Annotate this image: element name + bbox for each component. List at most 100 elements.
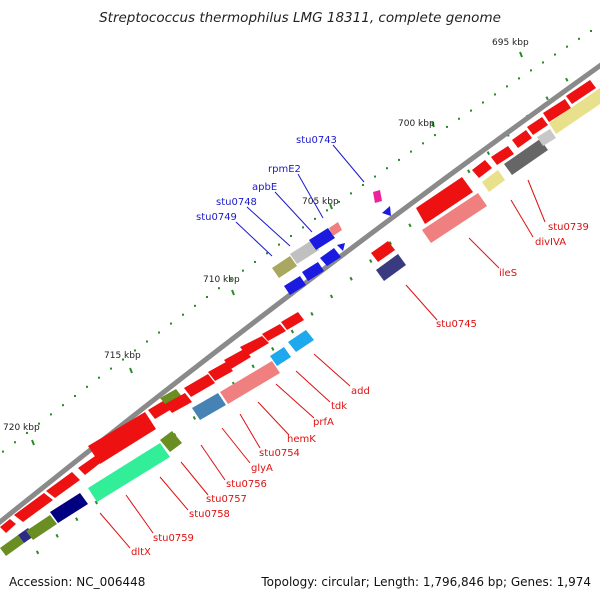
ring-dot <box>206 295 208 298</box>
minor-tick <box>94 500 98 505</box>
gene-feature[interactable] <box>88 412 156 464</box>
gene-label-stu0757[interactable]: stu0757 <box>206 494 247 505</box>
major-tick <box>519 51 523 58</box>
tick-labels: 695 kbp 700 kbp 705 kbp 710 kbp 715 kbp … <box>3 38 529 433</box>
gene-label-divIVA[interactable]: divIVA <box>535 237 566 248</box>
gene-feature[interactable] <box>382 206 391 216</box>
leader-line <box>468 237 500 269</box>
gene-label-glyA[interactable]: glyA <box>251 463 273 474</box>
gene-feature[interactable] <box>220 361 280 404</box>
ring-dot <box>50 413 52 416</box>
gene-feature[interactable] <box>160 431 182 452</box>
gene-label-tdk[interactable]: tdk <box>331 401 347 412</box>
gene-feature[interactable] <box>504 139 548 175</box>
gene-feature[interactable] <box>272 256 297 278</box>
ring-dot <box>554 53 556 56</box>
ring-dot <box>350 192 352 195</box>
gene-feature[interactable] <box>192 393 226 420</box>
minor-tick <box>369 259 373 263</box>
gene-feature[interactable] <box>566 80 596 104</box>
gene-feature[interactable] <box>512 130 532 148</box>
gene-feature[interactable] <box>281 312 304 330</box>
gene-label-stu0749[interactable]: stu0749 <box>196 212 237 223</box>
gene-feature[interactable] <box>537 129 556 146</box>
gene-feature[interactable] <box>376 254 406 281</box>
gene-label-stu0743[interactable]: stu0743 <box>296 135 337 146</box>
gene-label-stu0756[interactable]: stu0756 <box>226 479 267 490</box>
gene-label-stu0754[interactable]: stu0754 <box>259 448 300 459</box>
gene-feature[interactable] <box>472 160 492 178</box>
gene-feature[interactable] <box>184 374 215 397</box>
leader-line <box>99 512 131 549</box>
gene-feature[interactable] <box>284 276 306 295</box>
leader-line <box>275 383 315 419</box>
gene-label-stu0739[interactable]: stu0739 <box>548 222 589 233</box>
ring-dot <box>590 30 592 32</box>
gene-label-hemK[interactable]: hemK <box>287 434 316 445</box>
gene-feature[interactable] <box>309 228 335 250</box>
ring-dot <box>506 85 508 88</box>
gene-feature[interactable] <box>160 389 183 407</box>
dotted-ring <box>2 30 592 453</box>
gene-feature[interactable] <box>373 190 382 203</box>
minor-tick <box>35 550 40 555</box>
leader-line <box>510 199 534 238</box>
minor-tick <box>251 364 255 369</box>
tick-label: 695 kbp <box>492 38 529 48</box>
gene-feature[interactable] <box>337 243 345 251</box>
forward-strand <box>0 80 596 533</box>
gene-feature[interactable] <box>46 472 80 498</box>
gene-feature[interactable] <box>148 401 170 419</box>
gene-label-apbE[interactable]: apbE <box>252 182 277 193</box>
gene-feature[interactable] <box>288 330 314 352</box>
gene-feature[interactable] <box>543 99 571 122</box>
minor-tick <box>388 241 392 246</box>
gene-feature[interactable] <box>26 515 57 540</box>
gene-feature[interactable] <box>371 241 395 262</box>
ring-dot <box>578 37 580 40</box>
ring-dot <box>2 450 4 453</box>
gene-feature[interactable] <box>224 349 251 369</box>
gene-feature[interactable] <box>416 177 473 224</box>
gene-feature[interactable] <box>165 393 192 413</box>
gene-feature[interactable] <box>491 146 514 165</box>
minor-tick <box>408 223 412 228</box>
gene-label-prfA[interactable]: prfA <box>313 417 334 428</box>
gene-feature[interactable] <box>14 493 53 522</box>
leader-line <box>527 179 546 223</box>
ring-dot <box>446 125 448 128</box>
gene-feature[interactable] <box>482 170 505 192</box>
gene-feature[interactable] <box>270 347 291 366</box>
gene-feature[interactable] <box>0 519 16 533</box>
gene-label-rpmE2[interactable]: rpmE2 <box>268 164 301 175</box>
leader-line <box>125 494 154 534</box>
ring-dot <box>122 358 124 361</box>
gene-label-stu0758[interactable]: stu0758 <box>189 509 230 520</box>
gene-label-add[interactable]: add <box>351 386 370 397</box>
gene-feature[interactable] <box>0 535 24 556</box>
reverse-label-text: stu0739 divIVA ileS stu0745 add tdk prfA… <box>131 222 589 558</box>
gene-feature[interactable] <box>329 222 342 236</box>
gene-label-ileS[interactable]: ileS <box>499 268 517 279</box>
gene-feature[interactable] <box>290 240 319 264</box>
gene-label-stu0745[interactable]: stu0745 <box>436 319 477 330</box>
gene-feature[interactable] <box>527 117 548 135</box>
ring-dot <box>362 183 364 186</box>
gene-feature[interactable] <box>320 248 341 266</box>
ring-dot <box>458 117 460 120</box>
gene-feature[interactable] <box>240 336 269 356</box>
leader-line <box>200 444 226 481</box>
gene-feature[interactable] <box>549 88 600 134</box>
leader-line <box>405 284 438 321</box>
gene-feature[interactable] <box>302 262 324 281</box>
gene-feature[interactable] <box>422 193 487 243</box>
gene-feature[interactable] <box>262 324 286 341</box>
gene-label-stu0759[interactable]: stu0759 <box>153 533 194 544</box>
gene-feature[interactable] <box>50 493 88 523</box>
tick-label: 720 kbp <box>3 423 40 433</box>
gene-feature[interactable] <box>88 443 170 502</box>
gene-label-dltX[interactable]: dltX <box>131 547 151 558</box>
genome-summary: Topology: circular; Length: 1,796,846 bp… <box>261 575 591 589</box>
gene-label-stu0748[interactable]: stu0748 <box>216 197 257 208</box>
gene-feature[interactable] <box>208 362 233 381</box>
